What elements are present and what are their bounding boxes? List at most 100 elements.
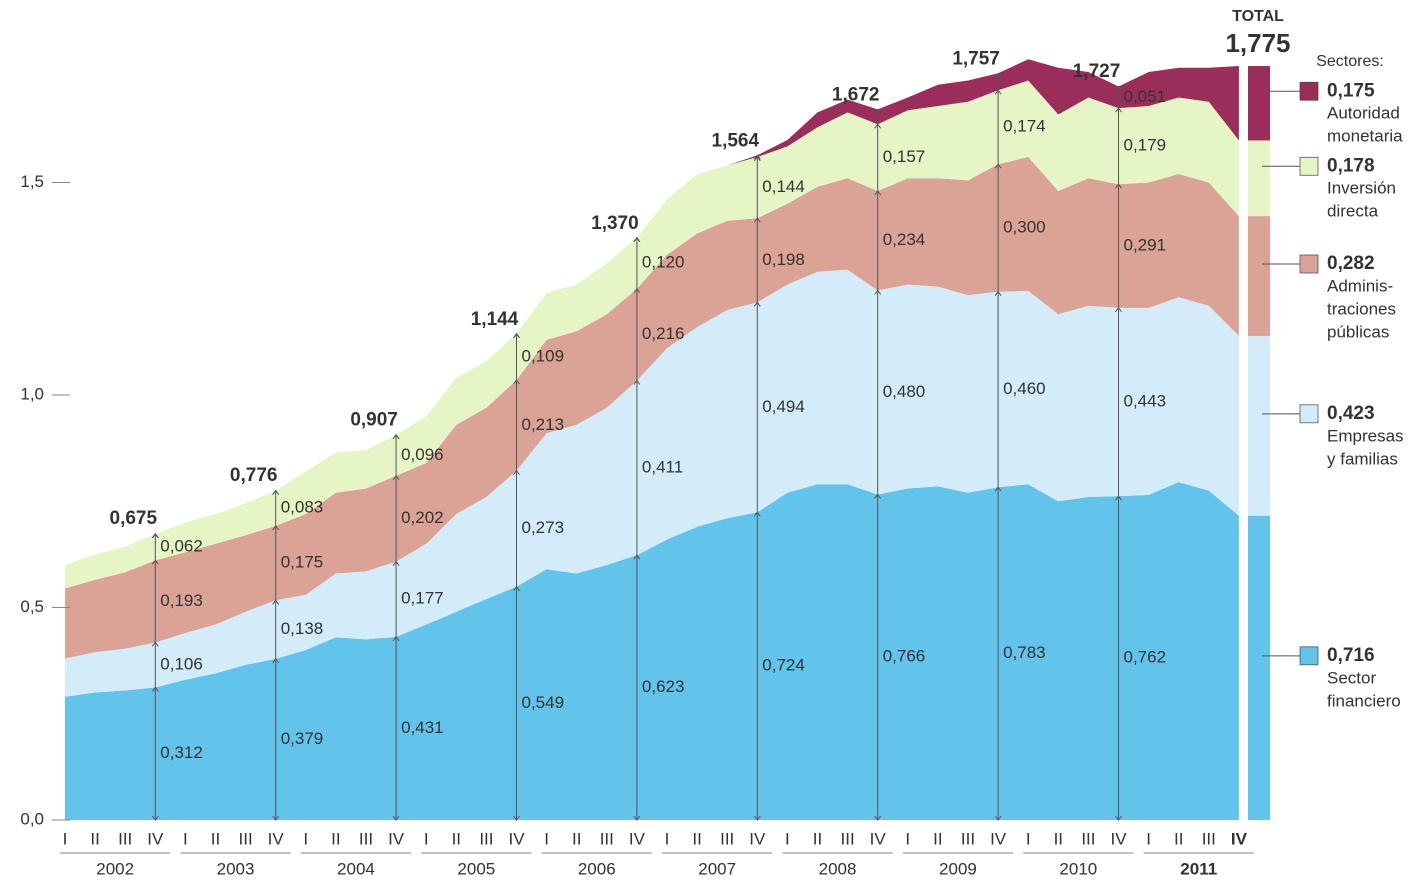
total-title: TOTAL xyxy=(1232,8,1284,25)
arrow-head xyxy=(392,560,400,566)
arrow-head xyxy=(513,585,520,591)
arrow-head xyxy=(513,332,520,339)
arrow-head xyxy=(633,379,641,385)
x-tick-label: IV xyxy=(990,829,1007,848)
x-tick-label: III xyxy=(1081,829,1095,848)
y-tick-label: 1,0 xyxy=(20,384,44,403)
legend-name: Autoridad xyxy=(1327,104,1400,123)
arrow-head xyxy=(874,123,882,129)
x-tick-label: I xyxy=(1146,829,1151,848)
bar xyxy=(1248,140,1270,217)
legend-name: Sector xyxy=(1327,668,1376,687)
x-tick-label: III xyxy=(239,829,253,848)
value-label: 0,623 xyxy=(642,677,685,696)
x-tick-label: IV xyxy=(870,829,887,848)
legend-value: 0,423 xyxy=(1327,403,1375,424)
x-tick-label: I xyxy=(63,829,68,848)
year-label: 2004 xyxy=(337,859,375,878)
x-tick-label: I xyxy=(785,829,790,848)
area xyxy=(65,80,1239,589)
arrow-head xyxy=(874,815,882,821)
legend-swatch xyxy=(1299,156,1319,176)
legend-name: monetaria xyxy=(1327,127,1403,146)
value-label: 0,273 xyxy=(522,518,565,537)
legend-swatch xyxy=(1299,81,1319,101)
arrow-head xyxy=(874,190,882,196)
arrow-head xyxy=(151,686,159,692)
x-tick-label: II xyxy=(90,829,99,848)
legend-swatch xyxy=(1299,404,1319,424)
value-label: 0,198 xyxy=(762,250,805,269)
x-tick-label: II xyxy=(211,829,220,848)
value-label: 0,062 xyxy=(160,537,203,556)
x-tick-label: II xyxy=(692,829,701,848)
x-tick-label: IV xyxy=(388,829,405,848)
arrow-head xyxy=(392,815,400,821)
x-tick-label: II xyxy=(933,829,942,848)
year-label: 2005 xyxy=(457,859,495,878)
value-label: 0,443 xyxy=(1124,391,1167,410)
arrow-head xyxy=(633,554,641,560)
y-tick-label: 1,5 xyxy=(20,172,44,191)
arrow-head xyxy=(753,511,761,517)
x-tick-label: II xyxy=(452,829,461,848)
arrow-head xyxy=(392,434,400,440)
arrow-head xyxy=(272,815,280,821)
arrow-head xyxy=(1115,183,1122,189)
value-label: 0,379 xyxy=(281,729,324,748)
x-tick-label: II xyxy=(1054,829,1063,848)
arrow-head xyxy=(513,379,520,385)
total-label: 1,144 xyxy=(471,309,519,330)
legend-name: públicas xyxy=(1327,322,1389,341)
total-label: 1,370 xyxy=(591,213,639,234)
x-tick-label: IV xyxy=(508,829,525,848)
arrow-head xyxy=(753,815,761,821)
value-label: 0,175 xyxy=(281,553,324,572)
year-label: 2009 xyxy=(939,859,977,878)
x-tick-label: IV xyxy=(1110,829,1127,848)
value-label: 0,144 xyxy=(762,177,805,196)
x-tick-label: I xyxy=(544,829,549,848)
x-tick-label: I xyxy=(303,829,308,848)
value-label: 0,202 xyxy=(401,508,444,527)
arrow-head xyxy=(272,658,280,664)
y-tick-label: 0,0 xyxy=(20,809,44,828)
x-tick-label: II xyxy=(1174,829,1183,848)
legend-name: directa xyxy=(1327,202,1379,221)
value-label: 0,460 xyxy=(1003,379,1046,398)
arrow-head xyxy=(753,156,761,162)
value-label: 0,177 xyxy=(401,589,444,608)
arrow-head xyxy=(994,290,1002,297)
value-label: 0,234 xyxy=(883,230,926,249)
bar xyxy=(1248,216,1270,336)
value-label: 0,766 xyxy=(883,647,926,666)
area xyxy=(65,157,1239,659)
x-tick-label: III xyxy=(118,829,132,848)
arrow-head xyxy=(633,287,641,294)
arrow-head xyxy=(272,489,280,495)
legend-name: financiero xyxy=(1327,691,1401,710)
arrow-head xyxy=(272,599,280,605)
arrow-head xyxy=(513,469,520,475)
value-label: 0,120 xyxy=(642,253,685,272)
bar xyxy=(1248,515,1270,820)
x-tick-label: III xyxy=(841,829,855,848)
value-label: 0,106 xyxy=(160,654,203,673)
x-tick-label: II xyxy=(572,829,581,848)
value-label: 0,193 xyxy=(160,591,203,610)
x-tick-label: IV xyxy=(749,829,766,848)
x-tick-label: I xyxy=(183,829,188,848)
total-value: 1,775 xyxy=(1225,28,1290,58)
value-label: 0,109 xyxy=(522,346,565,365)
arrow-head xyxy=(994,486,1002,492)
arrow-head xyxy=(392,474,400,481)
arrow-head xyxy=(1115,107,1122,113)
value-label: 0,291 xyxy=(1124,236,1167,255)
arrow-head xyxy=(1115,495,1122,501)
x-tick-label: III xyxy=(961,829,975,848)
arrow-head xyxy=(753,217,761,223)
value-label: 0,494 xyxy=(762,397,805,416)
total-label: 0,907 xyxy=(350,410,398,431)
value-label: 0,216 xyxy=(642,324,685,343)
value-label: 0,549 xyxy=(522,693,565,712)
